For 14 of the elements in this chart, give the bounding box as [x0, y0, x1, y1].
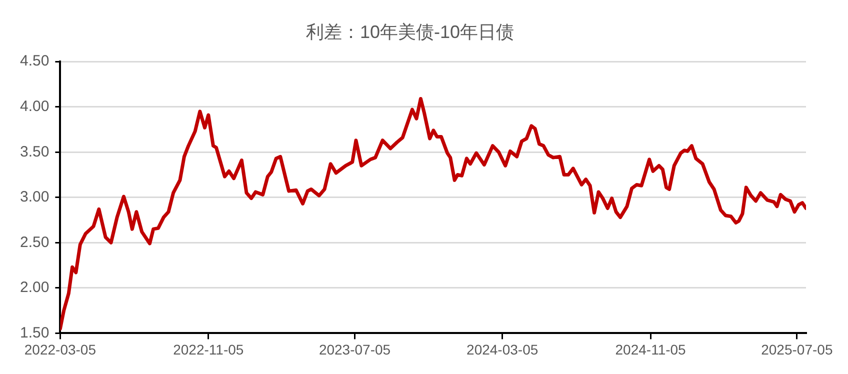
x-tick-label: 2022-11-05: [173, 341, 244, 358]
y-tick-label: 1.50: [20, 324, 50, 342]
x-tick-label: 2024-03-05: [466, 341, 538, 358]
chart-title: 利差：10年美债-10年日债: [306, 22, 514, 42]
x-tick-label: 2025-07-05: [761, 341, 833, 358]
y-tick-label: 3.00: [20, 188, 50, 206]
x-tick-label: 2023-07-05: [318, 341, 391, 358]
x-tick-label: 2022-03-05: [24, 341, 96, 358]
y-tick-label: 2.00: [20, 279, 50, 296]
y-tick-label: 4.00: [20, 98, 50, 116]
y-tick-label: 4.50: [20, 52, 50, 70]
y-tick-label: 3.50: [20, 143, 50, 160]
y-tick-label: 2.50: [20, 234, 50, 251]
x-tick-label: 2024-11-05: [615, 341, 686, 358]
